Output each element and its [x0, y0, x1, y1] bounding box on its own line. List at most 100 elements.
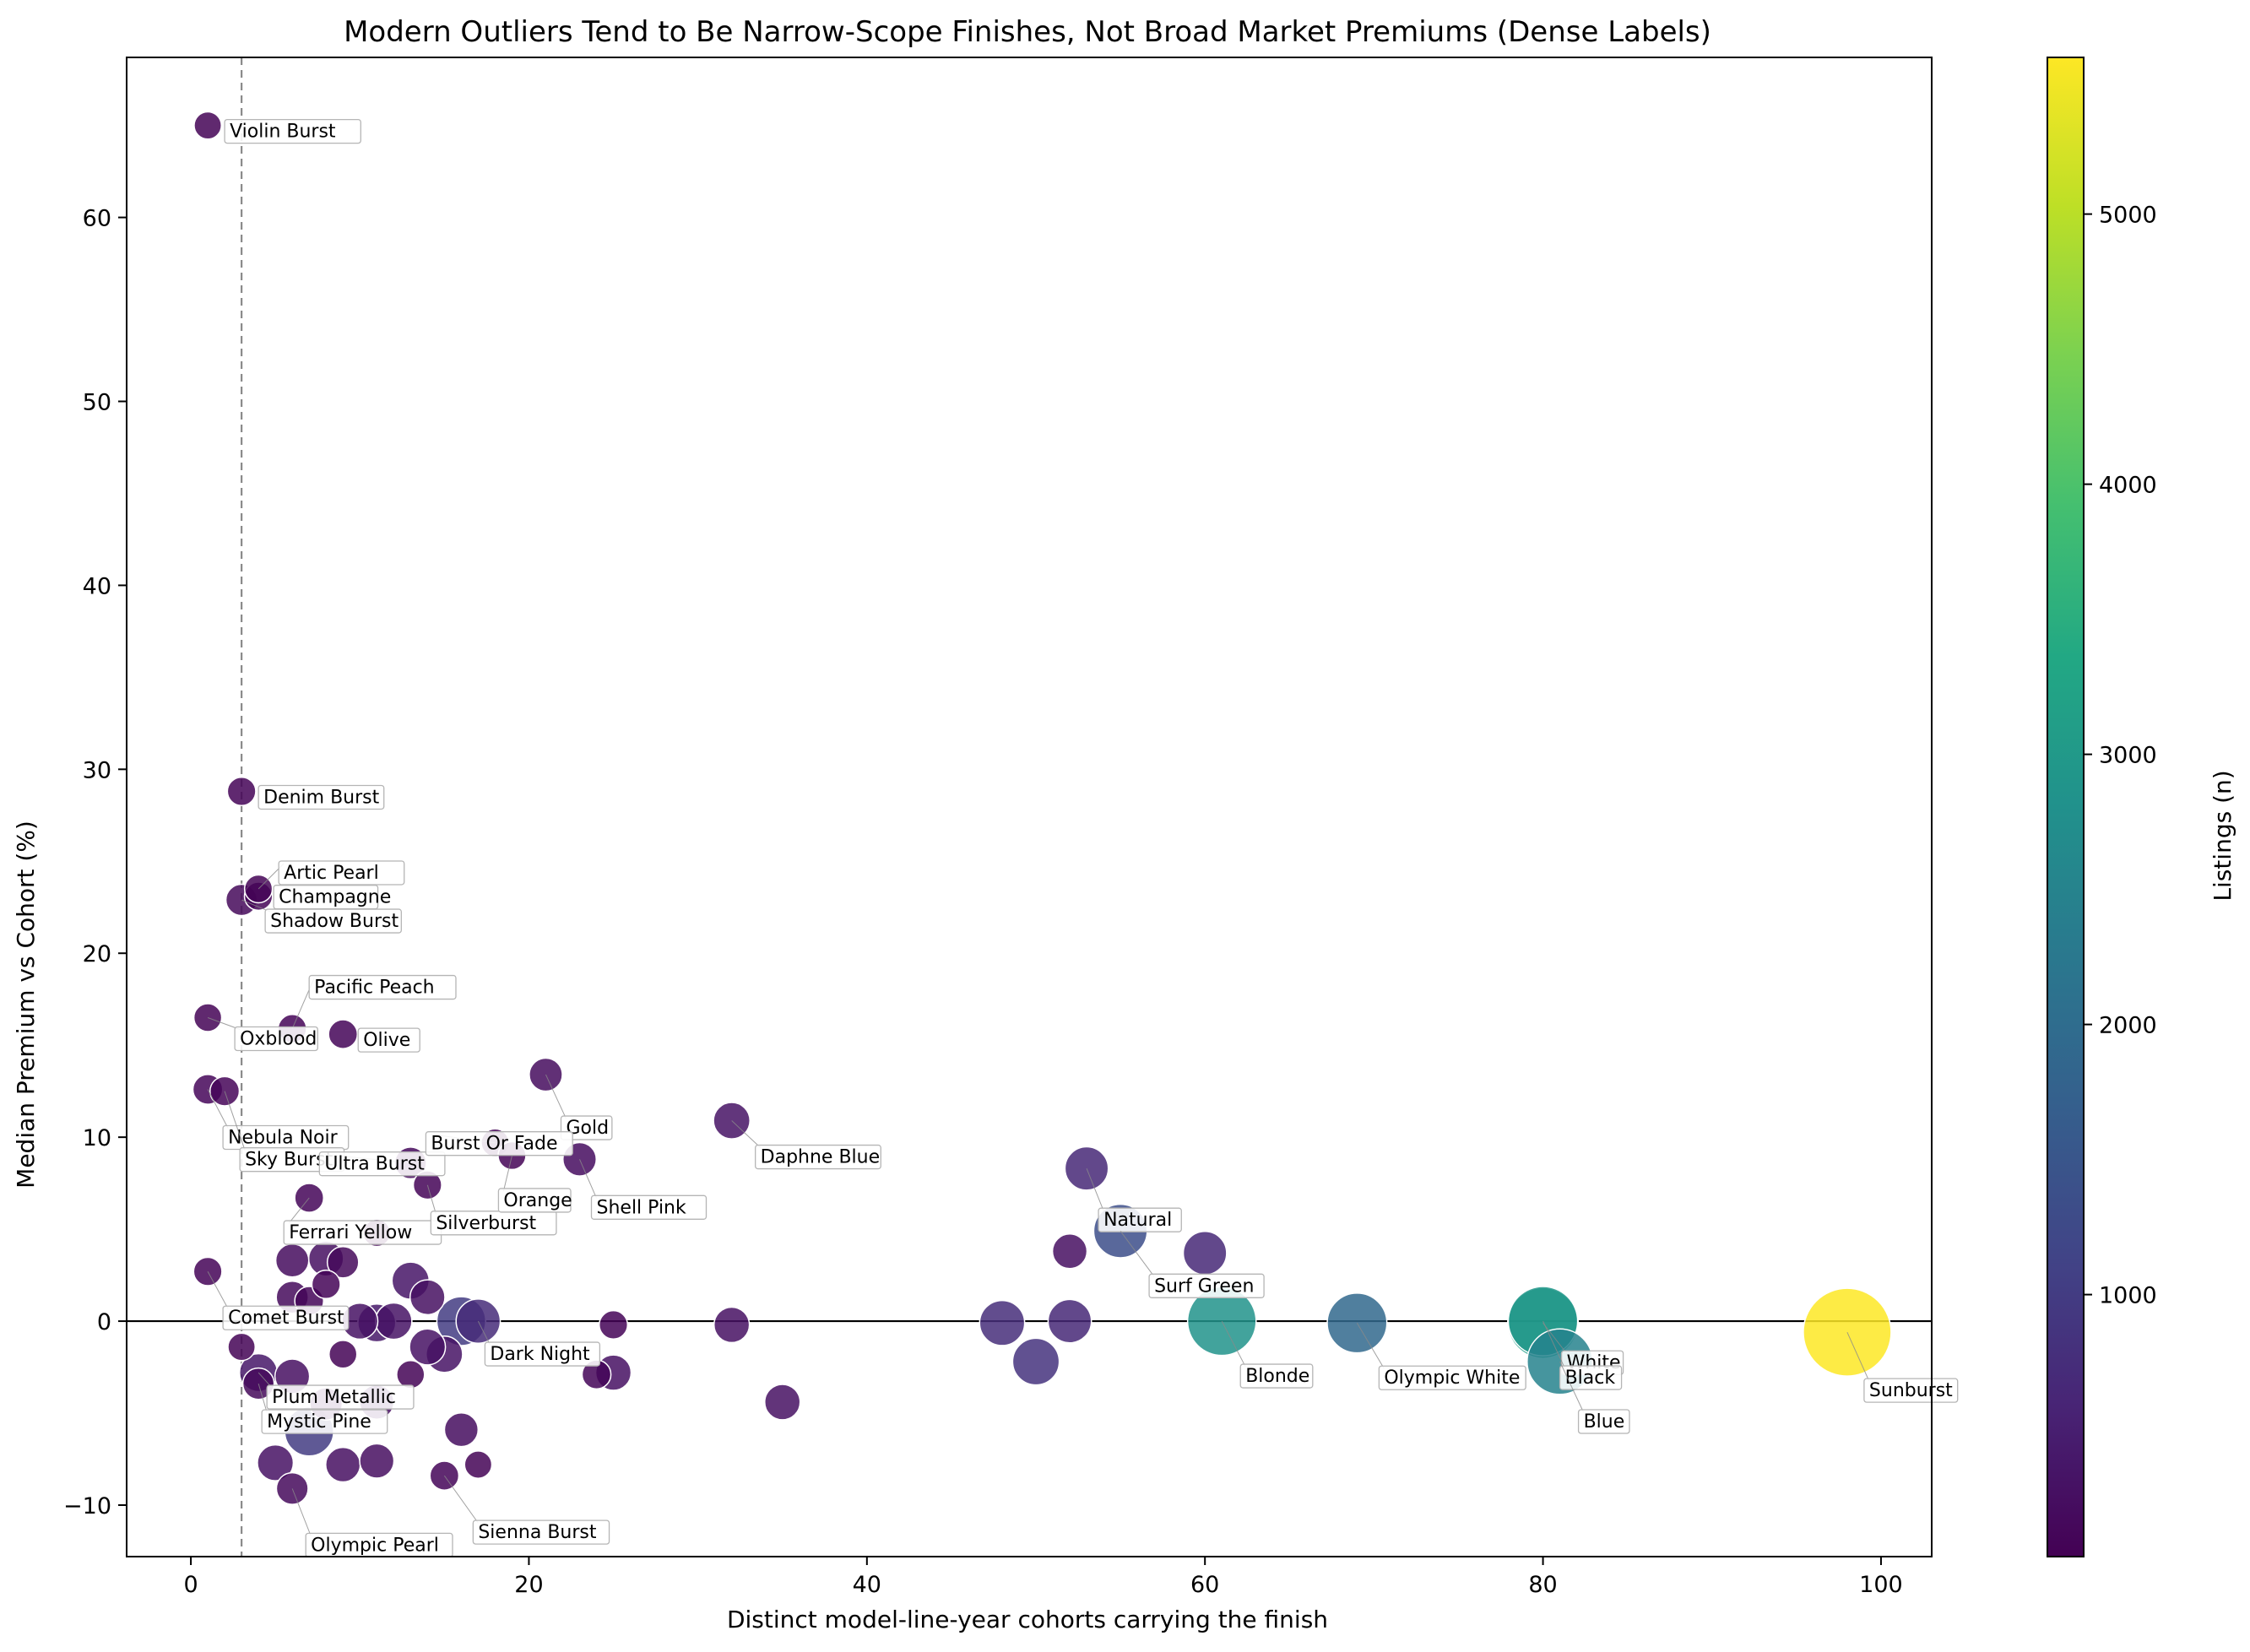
- annotation-label: Orange: [503, 1190, 572, 1211]
- annotation-blonde: Blonde: [1221, 1320, 1314, 1389]
- annotations: Violin Burst Denim Burst Artic Pearl Champa…: [207, 118, 1959, 1558]
- point: [409, 1328, 447, 1366]
- annotation-label: Burst Or Fade: [431, 1134, 557, 1155]
- point: [359, 1443, 395, 1479]
- annotation-box: [1098, 1207, 1182, 1232]
- annotation-box: [755, 1144, 881, 1170]
- leader-line: [224, 1091, 246, 1151]
- annotation-box: [1577, 1409, 1630, 1434]
- annotation-label: Comet Burst: [228, 1308, 344, 1329]
- leader-line: [1086, 1168, 1104, 1211]
- point: [1011, 1337, 1060, 1386]
- colorbar-tick-label: 3000: [2099, 743, 2157, 769]
- leader-line: [545, 1074, 567, 1119]
- annotation-label: Nebula Noir: [228, 1127, 339, 1148]
- point-denim-burst: [226, 776, 257, 807]
- annotation-label: Ferrari Yellow: [289, 1222, 412, 1243]
- y-tick-label: 50: [83, 389, 111, 415]
- annotation-box: [278, 860, 405, 886]
- annotation-box: [430, 1211, 557, 1236]
- leader-line: [258, 1384, 268, 1413]
- annotation-daphne-blue: Daphne Blue: [731, 1120, 881, 1170]
- annotation-mystic-pine: Mystic Pine: [258, 1384, 388, 1434]
- x-axis-label: Distinct model-line-year cohorts carryin…: [727, 1606, 1328, 1633]
- annotation-artic-pearl: Artic Pearl: [258, 860, 405, 890]
- point: [713, 1306, 751, 1344]
- annotation-box: [357, 1027, 420, 1053]
- x-tick-label: 20: [514, 1572, 543, 1598]
- leader-line: [579, 1159, 597, 1199]
- annotation-label: Artic Pearl: [284, 863, 379, 884]
- annotation-box: [1239, 1363, 1314, 1389]
- y-axis-label: Median Premium vs Cohort (%): [12, 821, 40, 1189]
- annotation-sunburst: Sunburst: [1846, 1331, 1959, 1403]
- leader-line: [291, 1488, 312, 1536]
- annotation-box: [560, 1115, 613, 1140]
- annotation-label: Blonde: [1245, 1366, 1309, 1387]
- point: [325, 1446, 361, 1483]
- annotation-label: Olive: [363, 1030, 410, 1051]
- annotation-pacific-peach: Pacific Peach: [291, 974, 457, 1029]
- annotation-label: Sunburst: [1869, 1380, 1953, 1401]
- annotation-silverburst: Silverburst: [426, 1184, 557, 1236]
- annotation-label: Sienna Burst: [478, 1522, 597, 1543]
- annotation-box: [1559, 1365, 1623, 1390]
- leader-line: [207, 1270, 229, 1309]
- point: [326, 1246, 360, 1279]
- annotation-box: [472, 1519, 610, 1545]
- point: [443, 1411, 480, 1448]
- annotation-box: [266, 1384, 415, 1410]
- y-tick-label: −10: [63, 1493, 111, 1519]
- annotation-blue: Blue: [1559, 1361, 1630, 1434]
- annotation-box: [258, 784, 385, 810]
- annotation-olympic-white: Olympic White: [1356, 1322, 1526, 1390]
- x-tick-label: 40: [853, 1572, 881, 1598]
- annotation-label: Natural: [1103, 1210, 1172, 1231]
- leader-line: [1542, 1320, 1566, 1369]
- annotation-denim-burst: Denim Burst: [258, 784, 385, 810]
- annotation-plum-metallic: Plum Metallic: [258, 1372, 415, 1410]
- annotation-label: Sky Burst: [245, 1150, 333, 1171]
- plot-frame: [126, 57, 1933, 1557]
- annotation-sienna-burst: Sienna Burst: [443, 1475, 610, 1545]
- point: [274, 1243, 310, 1278]
- annotation-comet-burst: Comet Burst: [207, 1270, 350, 1330]
- annotation-label: Ultra Burst: [324, 1154, 425, 1175]
- annotation-olive: Olive: [357, 1027, 420, 1053]
- point-gold: [529, 1057, 563, 1092]
- annotation-violin-burst: Violin Burst: [224, 118, 361, 144]
- annotation-burst-or-fade: Burst Or Fade: [425, 1131, 573, 1156]
- point: [1051, 1233, 1088, 1270]
- annotation-label: Violin Burst: [230, 122, 336, 143]
- annotation-label: Shadow Burst: [270, 911, 398, 932]
- x-tick-label: 100: [1859, 1572, 1903, 1598]
- colorbar-gradient: [2047, 57, 2085, 1557]
- annotation-box: [234, 1026, 318, 1052]
- colorbar-label: Listings (n): [2209, 770, 2236, 901]
- chart-title: Modern Outliers Tend to Be Narrow-Scope …: [344, 15, 1711, 49]
- annotation-box: [484, 1341, 601, 1367]
- x-tick-label: 0: [183, 1572, 198, 1598]
- leader-line: [207, 1089, 229, 1129]
- y-tick-label: 10: [83, 1125, 111, 1151]
- leader-line: [477, 1320, 491, 1346]
- annotation-label: Silverburst: [436, 1213, 536, 1234]
- annotation-nebula-noir: Nebula Noir: [207, 1089, 350, 1151]
- annotation-box: [1378, 1365, 1526, 1390]
- annotation-box: [590, 1194, 708, 1220]
- annotation-label: Pacific Peach: [314, 978, 434, 999]
- leader-line: [1559, 1361, 1585, 1413]
- annotation-label: Gold: [566, 1118, 609, 1139]
- leader-line: [1542, 1322, 1567, 1354]
- plot-area: Violin Burst Denim Burst Artic Pearl Champa…: [127, 57, 1959, 1558]
- annotation-box: [1148, 1273, 1265, 1298]
- leader-line: [207, 1017, 241, 1030]
- annotation-label: Champagne: [279, 887, 391, 908]
- annotation-shadow-burst: Shadow Burst: [241, 899, 402, 934]
- annotation-label: Oxblood: [240, 1029, 317, 1050]
- colorbar-tick-label: 5000: [2099, 203, 2157, 229]
- colorbar-tick-label: 4000: [2099, 473, 2157, 499]
- annotation-oxblood: Oxblood: [207, 1017, 318, 1052]
- annotation-label: Daphne Blue: [761, 1147, 881, 1168]
